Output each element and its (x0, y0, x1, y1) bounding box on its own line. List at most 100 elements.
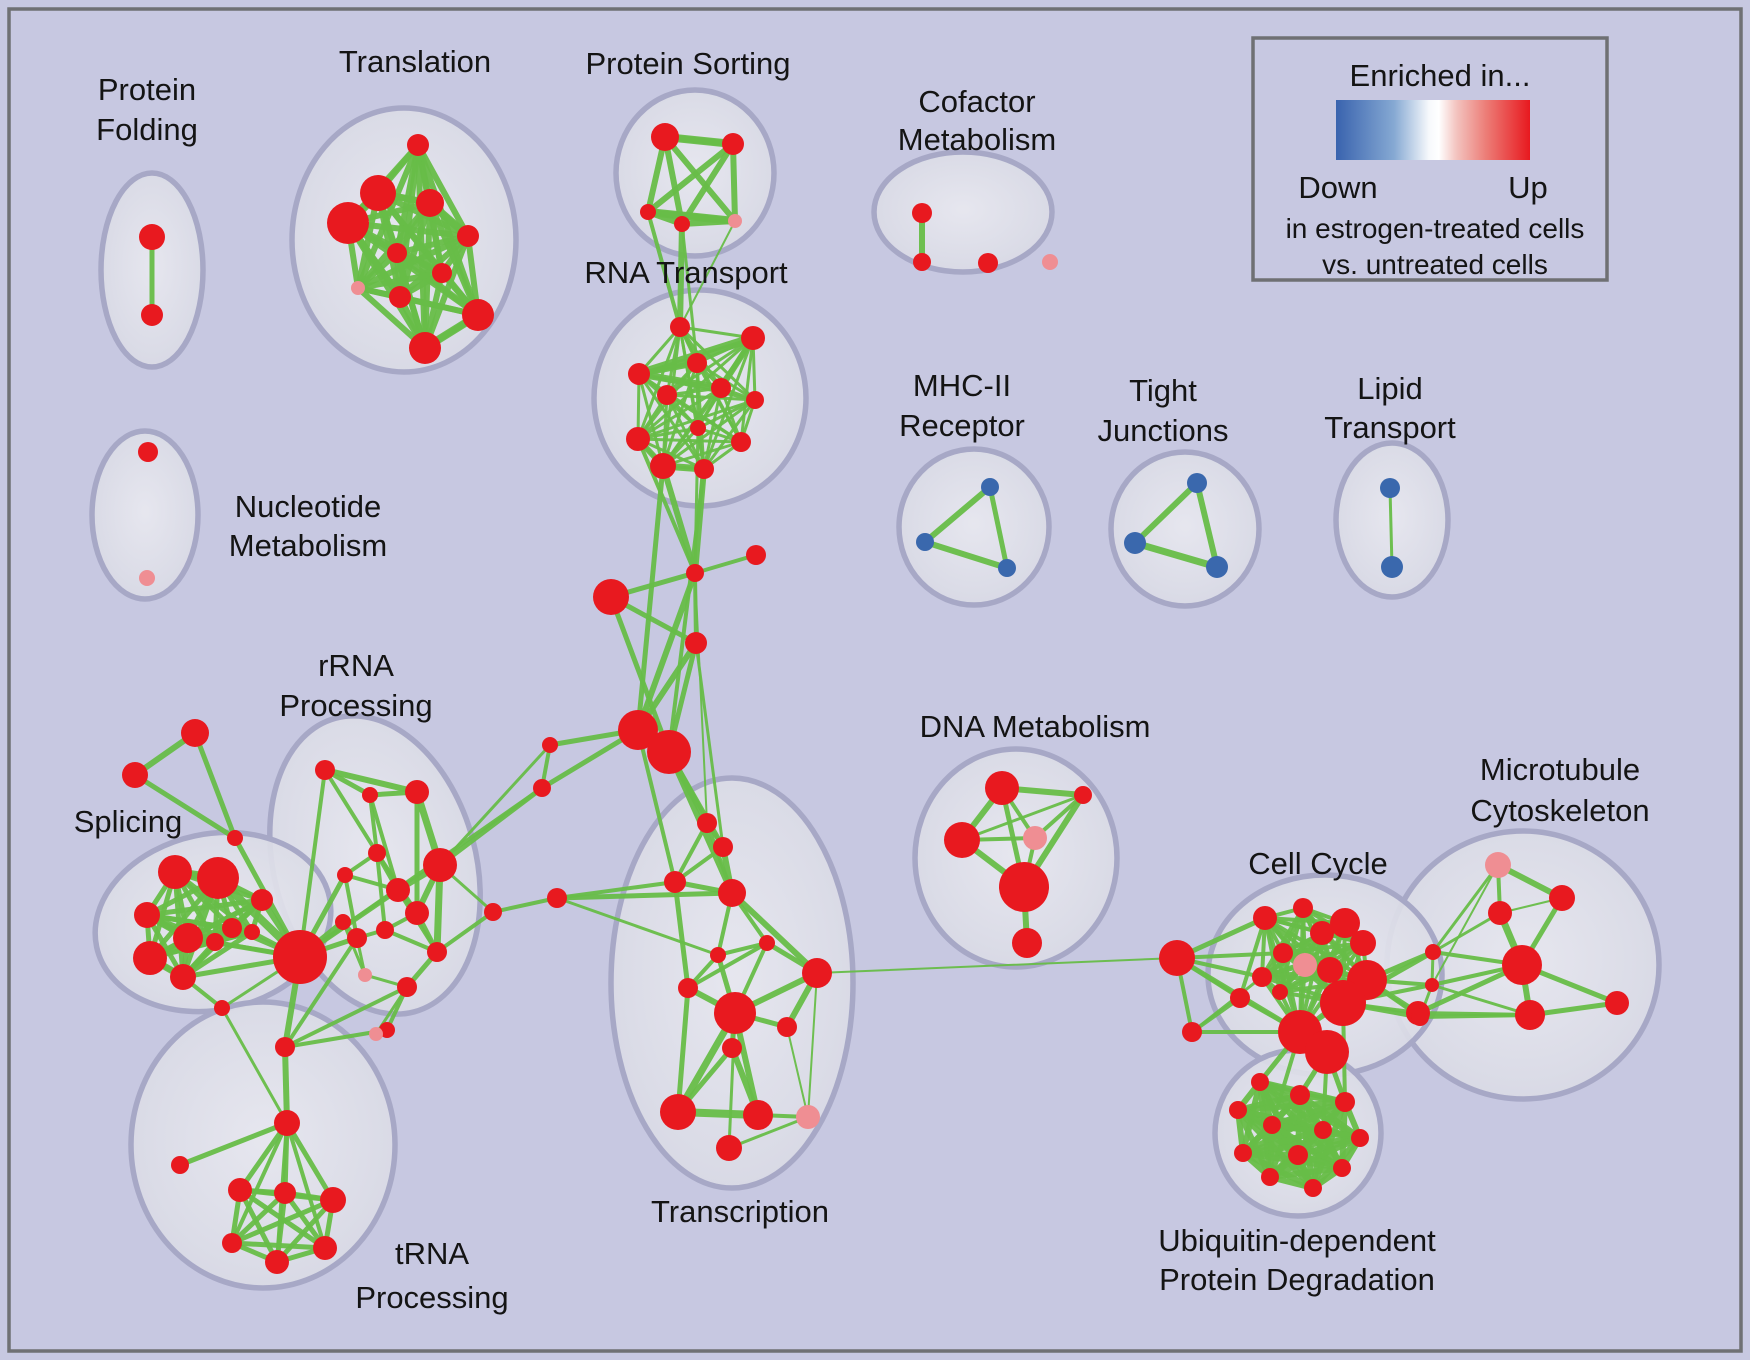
node-u11 (1261, 1168, 1279, 1186)
node-Tc (227, 830, 243, 846)
node-r10 (376, 921, 394, 939)
node-tr2 (802, 958, 832, 988)
node-dm3 (944, 822, 980, 858)
node-HUB2 (647, 730, 691, 774)
cluster-label-rrna-processing-line1: rRNA (318, 648, 394, 683)
edge-tj1-tj3 (1194, 480, 1220, 570)
node-iso (171, 1156, 189, 1174)
edge-ov2-mt5 (1430, 983, 1532, 1017)
edge-d2-R1 (237, 1120, 290, 1193)
node-t4 (327, 202, 369, 244)
edge-T2-Tc (132, 772, 238, 841)
node-tr8 (743, 1100, 773, 1130)
node-H (273, 930, 327, 984)
edge-j1-c1 (694, 572, 708, 824)
cluster-labels: Protein Folding Translation Protein Sorting… (74, 44, 1650, 1315)
node-u2 (1290, 1085, 1310, 1105)
node-t2 (360, 175, 396, 211)
edge-r1-r3 (322, 767, 420, 795)
node-tj1 (1187, 473, 1207, 493)
node-s8 (170, 964, 196, 990)
node-rt3 (687, 353, 707, 373)
legend: Enriched in... Down Up in estrogen-treated … (1251, 36, 1609, 282)
edge-rt8-j1 (693, 426, 700, 575)
node-u6 (1314, 1121, 1332, 1139)
node-pf1 (139, 224, 165, 250)
node-s9 (206, 933, 224, 951)
node-r11 (405, 901, 429, 925)
node-u3 (1335, 1092, 1355, 1112)
node-rt1 (670, 317, 690, 337)
edge-tj1-tj2 (1132, 480, 1200, 546)
edge-HUB1-c3 (636, 728, 677, 884)
edge-rt1-rt9 (636, 325, 682, 441)
node-b1 (593, 579, 629, 615)
node-T1 (181, 719, 209, 747)
node-c2 (713, 837, 733, 857)
node-r2 (362, 787, 378, 803)
legend-up-label: Up (1508, 170, 1548, 205)
edge-rt4-rt6 (635, 370, 725, 392)
node-rt7 (746, 391, 764, 409)
node-j1 (686, 564, 704, 582)
node-cc0 (1159, 940, 1195, 976)
node-rt2 (741, 326, 765, 350)
edge-ps4-rt3 (680, 222, 699, 365)
edge-tr1-tr3 (716, 941, 769, 957)
edge-ps2-ps4 (679, 141, 736, 227)
cluster-label-ubiquitin-degradation-line1: Ubiquitin-dependent (1158, 1223, 1436, 1258)
node-tr9 (796, 1105, 820, 1129)
node-cn1 (484, 903, 502, 921)
node-r6 (386, 878, 410, 902)
edge-c3-tr4 (672, 879, 691, 991)
node-t10 (462, 299, 494, 331)
node-m1 (685, 632, 707, 654)
edge-rt9-rt10 (636, 437, 743, 444)
edge-rt11-j1 (660, 463, 698, 576)
cluster-label-mhc2-receptor-line1: MHC-II (913, 368, 1011, 403)
node-r3 (405, 780, 429, 804)
cluster-label-tight-junctions-line2: Junctions (1098, 413, 1229, 448)
edge-rt6-rt12 (702, 386, 723, 471)
cluster-label-cofactor-metabolism-line2: Metabolism (898, 122, 1057, 157)
edge-s8-s10 (180, 929, 255, 980)
node-cc2 (1293, 898, 1313, 918)
node-r4 (368, 844, 386, 862)
node-cc12b (1305, 1030, 1349, 1074)
node-mt2 (1549, 885, 1575, 911)
edge-ps2-ps3 (645, 141, 736, 215)
edge-tr2-tr9 (807, 972, 818, 1118)
legend-title: Enriched in... (1350, 58, 1531, 93)
node-rt11 (650, 453, 676, 479)
cluster-label-microtubule-cytoskeleton-line1: Microtubule (1480, 752, 1640, 787)
node-cf1 (912, 203, 932, 223)
node-tr5 (777, 1017, 797, 1037)
node-s10 (244, 924, 260, 940)
node-c4 (718, 879, 746, 907)
node-R6 (313, 1236, 337, 1260)
node-rt12 (694, 459, 714, 479)
node-tr6 (722, 1038, 742, 1058)
node-lt2 (1381, 556, 1403, 578)
node-u8 (1234, 1144, 1252, 1162)
node-cc15 (1182, 1022, 1202, 1042)
node-cc8 (1317, 957, 1343, 983)
node-pf2 (141, 304, 163, 326)
edge-tr5-tr9 (786, 1026, 809, 1118)
node-s2 (197, 857, 239, 899)
edge-r8-r15 (341, 920, 367, 977)
legend-gradient-bar (1336, 100, 1530, 160)
node-r9 (347, 928, 367, 948)
edge-T1-Tc (192, 730, 238, 841)
node-cc10 (1272, 984, 1288, 1000)
node-cc4 (1350, 930, 1376, 956)
node-tj2 (1124, 532, 1146, 554)
node-lc2 (533, 779, 551, 797)
node-cc7 (1293, 953, 1317, 977)
node-r7 (423, 848, 457, 882)
edge-r1-r4 (323, 768, 379, 855)
node-cf2 (913, 253, 931, 271)
node-rt4 (628, 363, 650, 385)
edge-j1-iso2 (693, 553, 758, 575)
edge-r2-r6 (368, 793, 400, 892)
